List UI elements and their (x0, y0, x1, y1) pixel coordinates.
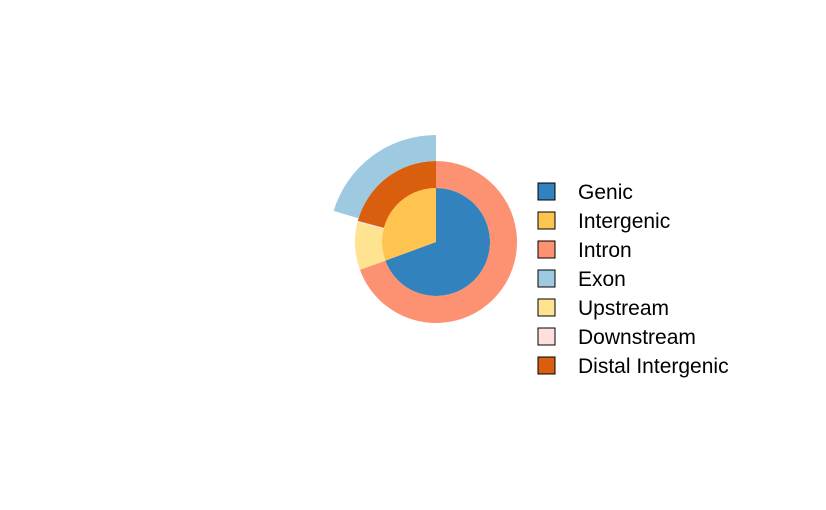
legend-label-distal-intergenic: Distal Intergenic (578, 355, 729, 378)
middle-slice-intron (359, 161, 517, 323)
middle-slice-downstream (357, 220, 384, 229)
legend-label-intergenic: Intergenic (578, 210, 670, 233)
legend-label-genic: Genic (578, 181, 633, 204)
legend-swatch-exon (537, 269, 556, 288)
legend-swatch-upstream (537, 298, 556, 317)
chart-rings (333, 135, 517, 323)
inner-slice-intergenic (382, 188, 436, 261)
legend-label-upstream: Upstream (578, 297, 669, 320)
legend-swatch-downstream (537, 327, 556, 346)
legend-swatch-distal-intergenic (537, 356, 556, 375)
legend-label-exon: Exon (578, 268, 626, 291)
legend-label-downstream: Downstream (578, 326, 696, 349)
outer-slice-exon (333, 135, 436, 219)
inner-slice-genic (385, 188, 491, 296)
legend-swatch-intergenic (537, 211, 556, 230)
middle-slice-distal-intergenic (357, 161, 436, 228)
legend-swatch-genic (537, 182, 556, 201)
legend-label-intron: Intron (578, 239, 632, 262)
legend-swatch-intron (537, 240, 556, 259)
middle-slice-upstream (354, 222, 386, 270)
chart-legend: Genic Intergenic Intron Exon Upstream Downstr… (537, 181, 729, 378)
